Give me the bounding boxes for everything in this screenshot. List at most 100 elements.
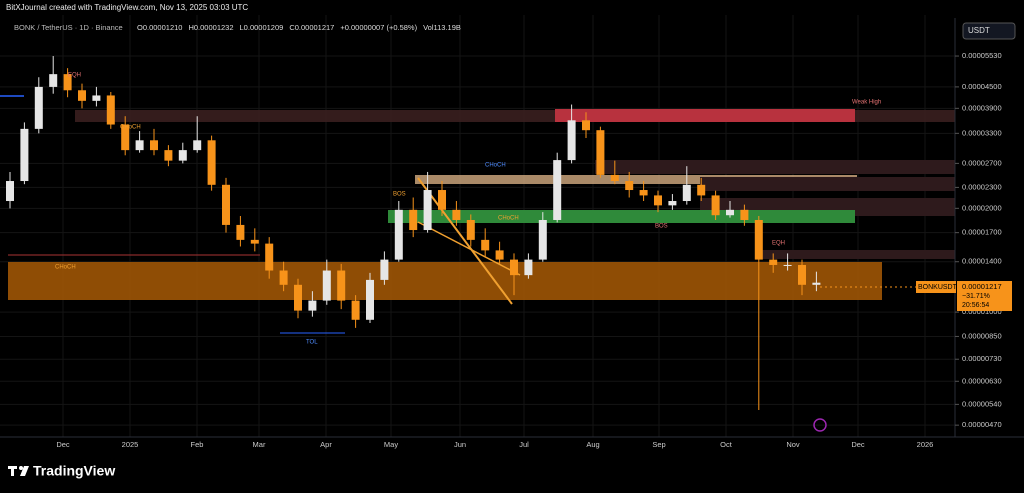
zone (595, 160, 955, 174)
x-tick-label: Dec (851, 440, 865, 449)
candle-body (553, 160, 562, 220)
candle-body (409, 209, 418, 231)
header-bar (0, 0, 1024, 15)
logo-mark (19, 466, 23, 470)
candle-body (524, 259, 533, 276)
annotation: TOL (306, 340, 318, 346)
y-tick-label: 0.00005530 (962, 51, 1002, 60)
zone (388, 210, 855, 223)
zone (415, 175, 857, 184)
annotation: CHoCH (55, 265, 76, 271)
candle-body (106, 95, 115, 125)
change-label: −31.71% (962, 293, 990, 300)
zone (700, 177, 955, 191)
x-axis: Dec 2025 Feb Mar Apr May Jun Jul Aug Sep Oct Nov Dec… (56, 440, 933, 449)
candle-body (697, 184, 706, 196)
candle-body (250, 239, 259, 244)
candle-body (596, 130, 605, 175)
candle-body (740, 209, 749, 220)
x-tick-label: Jul (519, 440, 529, 449)
x-tick-label: Apr (320, 440, 332, 449)
price-label: 0.00001217 (962, 282, 1002, 291)
x-tick-label: Dec (56, 440, 70, 449)
candle-body (798, 264, 806, 285)
candle-body (682, 184, 691, 202)
candle-body (481, 239, 490, 251)
candle-body (193, 140, 202, 151)
y-tick-label: 0.00000630 (962, 376, 1002, 385)
candle-body (279, 270, 288, 285)
ohlc-value: Vol113.19B (423, 23, 461, 32)
candle-body (178, 150, 187, 161)
x-tick-label: Oct (720, 440, 733, 449)
countdown-label: 20:56:54 (962, 302, 989, 309)
candle-body (394, 209, 403, 260)
logo-mark (20, 466, 29, 476)
ohlc-value: L0.00001209 (240, 23, 284, 32)
candle-body (538, 219, 547, 260)
x-tick-label: May (384, 440, 398, 449)
candle-body (222, 184, 230, 225)
trendline (417, 221, 521, 276)
brand-name: TradingView (33, 463, 115, 479)
y-tick-label: 0.00000540 (962, 399, 1002, 408)
ohlc-value: H0.00001232 (188, 23, 233, 32)
candle-body (510, 259, 518, 276)
currency-button[interactable] (962, 22, 1016, 40)
candle-body (754, 219, 763, 260)
candle-body (92, 95, 101, 101)
candle-body (567, 120, 576, 161)
y-tick-label: 0.00002700 (962, 158, 1002, 167)
candle-body (294, 284, 302, 311)
annotation: Weak High (852, 100, 881, 106)
annotation: EQH (68, 73, 81, 79)
candle-body (164, 150, 173, 161)
annotation: BOS (655, 224, 668, 230)
candle-body (308, 300, 317, 311)
candle-body (337, 270, 346, 301)
grid (0, 15, 955, 437)
candle-body (236, 224, 245, 240)
candle-body (452, 209, 461, 220)
y-tick-label: 0.00004500 (962, 82, 1002, 91)
candle-body (438, 190, 446, 210)
ohlc-value: +0.00000007 (+0.58%) (340, 23, 417, 32)
candle-body (495, 250, 504, 260)
y-tick-label: 0.00002300 (962, 182, 1002, 191)
candle-body (63, 74, 72, 91)
x-tick-label: Mar (253, 440, 266, 449)
y-tick-label: 0.00001400 (962, 257, 1002, 266)
credit: BitXJournal created with TradingView.com… (6, 3, 248, 12)
candle-body (668, 201, 677, 206)
candle-body (783, 264, 792, 266)
ticker-tag (916, 281, 956, 293)
x-tick-label: 2026 (917, 440, 934, 449)
candle-body (351, 300, 360, 320)
y-tick-label: 0.00003900 (962, 103, 1002, 112)
currency-label: USDT (968, 26, 990, 35)
candle-body (610, 174, 619, 182)
y-tick-label: 0.00000730 (962, 354, 1002, 363)
candle-body (582, 120, 590, 131)
x-tick-label: 2025 (122, 440, 139, 449)
y-tick-label: 0.00002000 (962, 203, 1002, 212)
candle-body (654, 195, 662, 206)
candle-body (423, 190, 432, 231)
logo-mark (11, 466, 14, 476)
candle-body (135, 140, 144, 151)
y-tick-label: 0.00000850 (962, 331, 1002, 340)
candle-body (366, 279, 374, 320)
annotation: CHoCH (498, 216, 519, 222)
zone (8, 262, 882, 300)
candle-body (150, 140, 158, 151)
annotation: BOS (393, 192, 406, 198)
y-tick-label: 0.00003300 (962, 128, 1002, 137)
zone (760, 250, 955, 259)
candle-body (121, 124, 130, 151)
x-tick-label: Sep (652, 440, 665, 449)
x-tick-label: Jun (454, 440, 466, 449)
flash-icon[interactable] (813, 418, 827, 432)
candle-body (711, 195, 720, 216)
